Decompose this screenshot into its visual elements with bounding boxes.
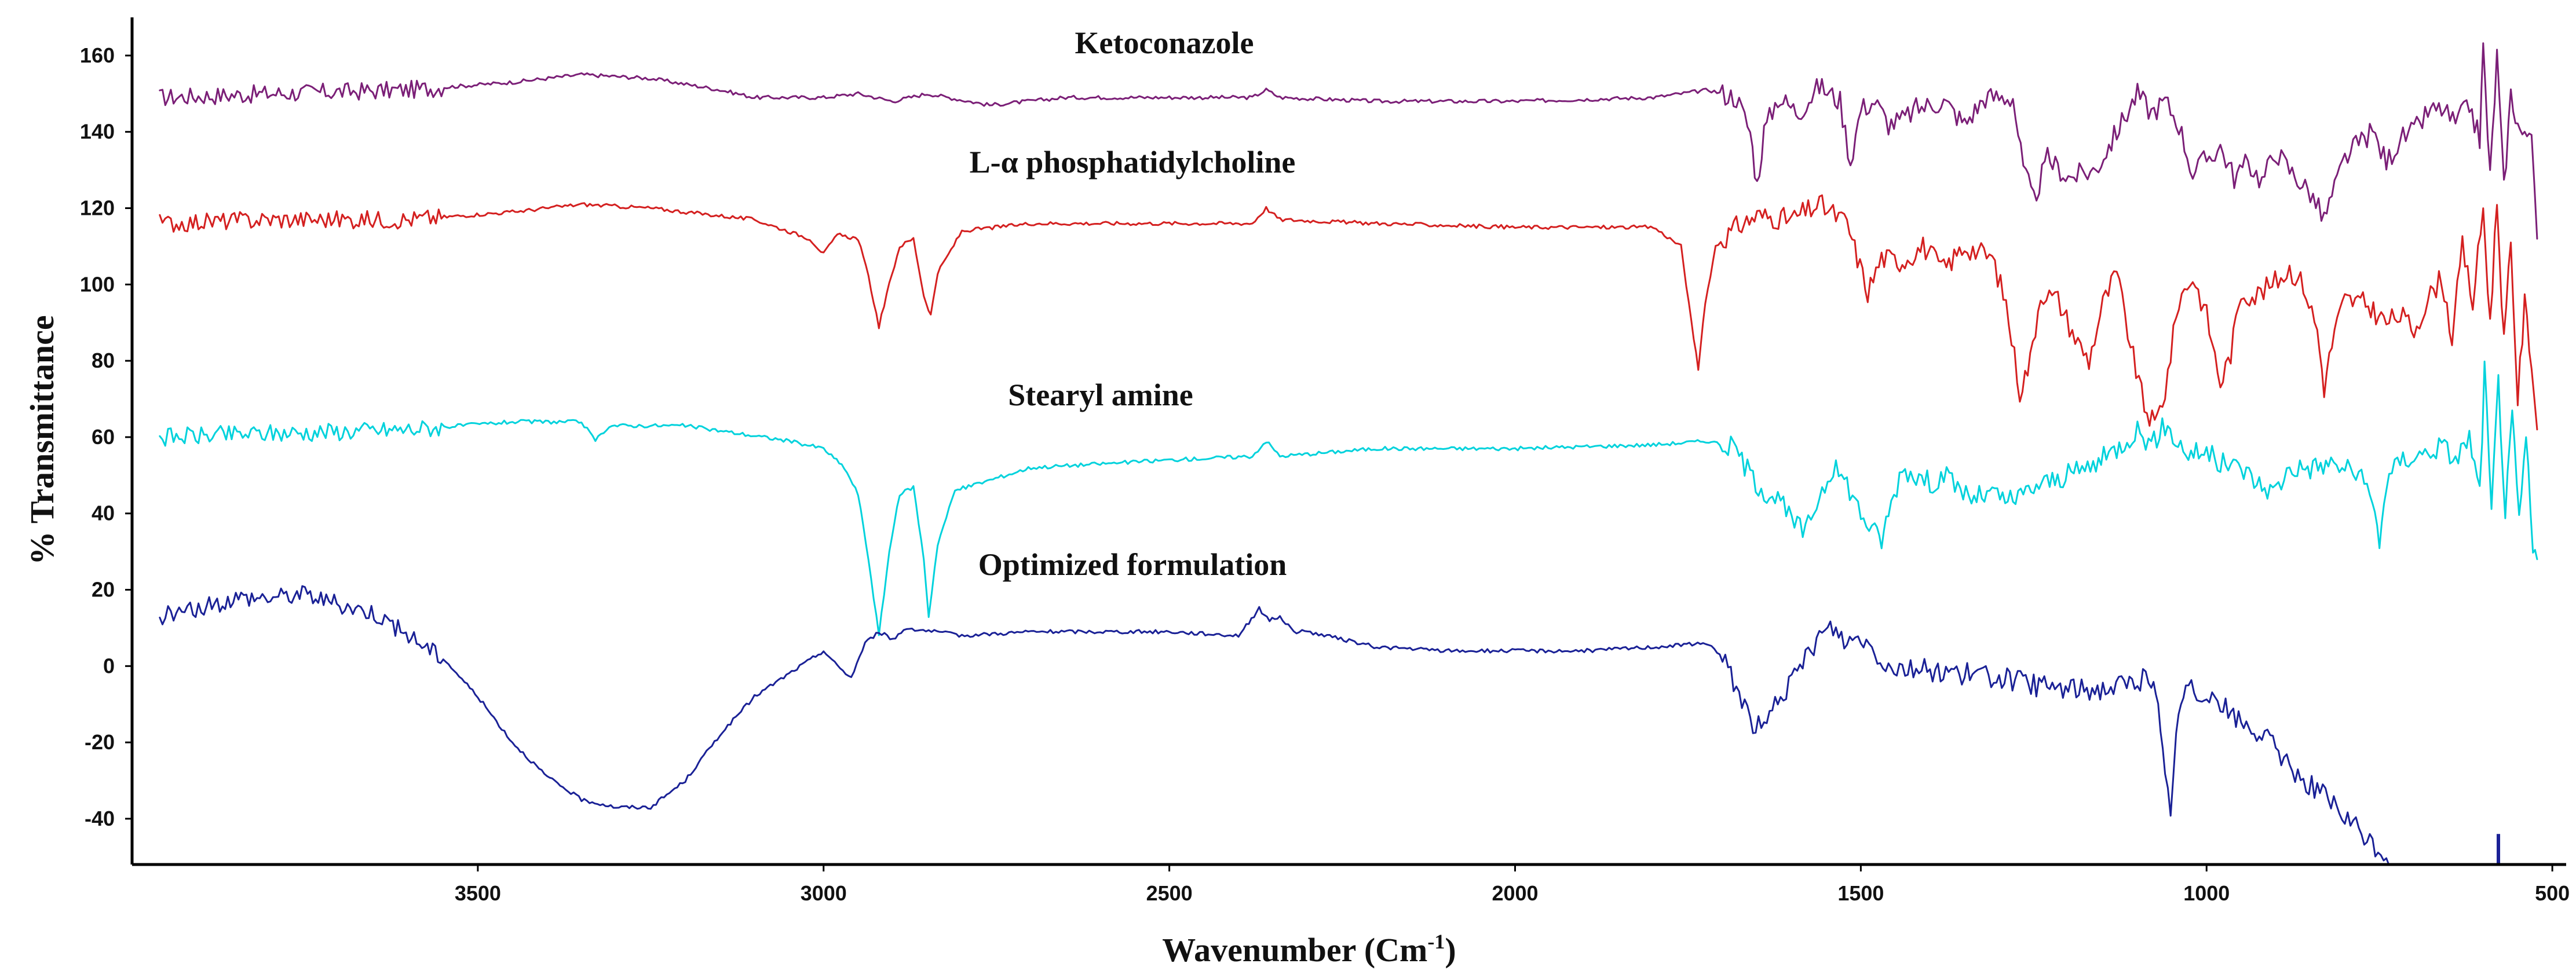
series-labels-layer: Ketoconazole L-α phosphatidylcholine Ste…	[970, 25, 1296, 582]
y-tick-label: 20	[92, 578, 115, 602]
y-tick-label: 100	[80, 272, 115, 296]
y-tick-label: 80	[92, 349, 115, 372]
y-tick-label: 140	[80, 120, 115, 144]
x-tick-label: 2500	[1146, 881, 1193, 905]
y-tick-label: 120	[80, 196, 115, 220]
y-tick-label: 60	[92, 425, 115, 449]
series-line-0	[159, 42, 2538, 240]
x-tick-label: 1500	[1837, 881, 1884, 905]
x-axis-title: Wavenumber (Cm-1)	[1162, 930, 1456, 969]
y-tick-label: 0	[103, 654, 115, 677]
x-tick-label: 3000	[801, 881, 847, 905]
y-tick-label: -40	[85, 807, 115, 830]
x-tick-label: 500	[2535, 881, 2570, 905]
series-label-optimized-formulation: Optimized formulation	[978, 547, 1287, 582]
y-tick-label: -20	[85, 730, 115, 754]
series-line-3	[159, 585, 2395, 866]
x-tick-label: 1000	[2183, 881, 2230, 905]
series-line-2	[159, 360, 2538, 636]
series-label-ketoconazole: Ketoconazole	[1075, 25, 1254, 60]
axis-titles-layer: Wavenumber (Cm-1) % Transmittance	[23, 315, 1456, 969]
series-layer	[159, 42, 2538, 866]
y-tick-label: 40	[92, 501, 115, 525]
series-label-phosphatidylcholine: L-α phosphatidylcholine	[970, 145, 1296, 180]
y-axis-title: % Transmittance	[23, 315, 61, 565]
axes-layer: 160 140 120 100 80 60 40 20 0 -20 -40 3500 3000 2500 2…	[80, 17, 2570, 905]
series-label-stearyl-amine: Stearyl amine	[1008, 378, 1193, 412]
series-line-1	[159, 194, 2538, 431]
x-tick-label: 3500	[455, 881, 501, 905]
x-tick-label: 2000	[1492, 881, 1538, 905]
y-tick-label: 160	[80, 43, 115, 67]
